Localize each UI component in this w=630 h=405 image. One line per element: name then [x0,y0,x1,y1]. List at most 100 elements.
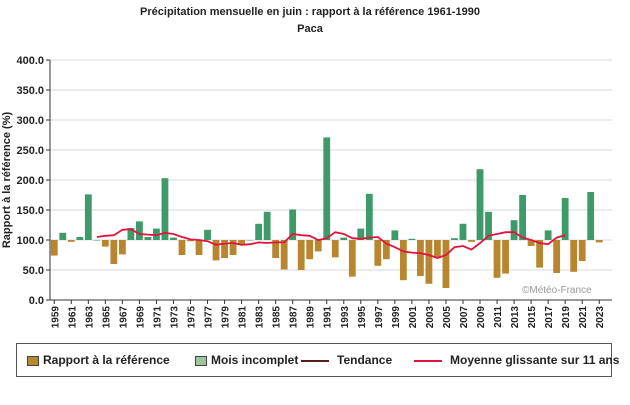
x-tick-label-1961: 1961 [67,306,78,329]
legend-label-incomplet: Mois incomplet [211,353,299,367]
x-tick-label-1965: 1965 [101,306,112,329]
grid-lines [50,59,612,301]
bar-2023 [595,240,603,243]
x-tick-label-2015: 2015 [527,306,538,329]
bar-1970 [144,237,152,240]
bar-1996 [365,193,373,240]
x-tick-label-2021: 2021 [578,306,589,329]
x-tick-label-1969: 1969 [135,306,146,329]
bar-1997 [374,240,382,266]
x-tick-label-1991: 1991 [323,306,334,329]
x-tick-label-1971: 1971 [152,306,163,329]
bar-1984 [263,211,271,240]
x-tick-label-2009: 2009 [476,306,487,329]
bar-2018 [553,240,561,273]
x-tick-label-2017: 2017 [544,306,555,329]
bar-1987 [289,209,297,240]
x-tick-label-1975: 1975 [187,306,198,329]
bar-2001 [408,238,416,240]
bar-2017 [544,230,552,240]
bar-1964 [93,240,101,241]
bar-1990 [314,240,322,252]
x-tick-label-2023: 2023 [595,306,606,329]
y-tick-labels: 0.0 50.0 100.0 150.0 200.0 250.0 300.0 350.0 400… [16,55,50,307]
bar-1985 [272,240,280,258]
x-tick-labels: 1959 1961 1963 1965 1967 1969 1971 1973 1975 1977… [50,300,606,328]
bar-1991 [323,137,331,240]
bar-2012 [502,240,509,274]
bars-group [50,137,603,288]
bar-1978 [212,240,220,261]
y-tick-label-5: 250.0 [16,145,44,157]
bar-2019 [561,198,569,240]
bar-1972 [161,178,169,240]
legend: Rapport à la référence Mois incomplet Te… [16,343,619,377]
bar-1998 [382,240,390,260]
x-tick-label-1959: 1959 [50,306,61,329]
watermark: ©Météo-France [522,285,592,296]
moving-average-line [96,228,566,259]
bar-2010 [485,211,492,240]
x-tick-label-1985: 1985 [272,306,283,329]
bar-1977 [204,229,211,240]
bar-1974 [178,240,186,255]
bar-1976 [195,240,203,255]
bar-2000 [399,240,407,281]
bar-1986 [280,240,288,270]
legend-line-moyenne [414,360,442,362]
legend-label-tendance: Tendance [337,353,393,367]
bar-2005 [442,240,450,288]
x-tick-label-2011: 2011 [493,306,504,328]
legend-swatch-incomplet [195,356,207,366]
bar-1981 [238,240,245,245]
bar-2006 [451,238,458,240]
bar-2003 [425,240,433,284]
x-tick-label-2007: 2007 [459,306,470,329]
x-tick-label-1989: 1989 [306,306,317,329]
legend-label-moyenne: Moyenne glissante sur 11 ans [450,353,620,367]
y-tick-label-2: 100.0 [16,235,44,247]
bar-2002 [417,240,424,276]
bar-2008 [468,240,475,242]
x-tick-label-2013: 2013 [510,306,521,329]
bar-1963 [84,194,92,240]
bar-2021 [578,240,586,261]
bar-1983 [255,223,263,240]
bar-1989 [306,240,314,260]
x-tick-label-1983: 1983 [255,306,266,329]
chart-subtitle: Paca [297,23,324,35]
chart-title: Précipitation mensuelle en juin : rappor… [140,6,480,18]
y-tick-label-1: 50.0 [23,265,44,277]
bar-2014 [519,195,526,240]
bar-2004 [434,240,441,258]
y-axis-label: Rapport à la référence (%) [1,112,13,249]
legend-swatch-rapport [27,356,39,366]
legend-line-tendance [301,360,329,362]
bar-1966 [110,240,118,264]
bar-1965 [101,240,109,247]
bar-1969 [136,221,143,240]
bar-2022 [587,192,595,240]
y-tick-label-8: 400.0 [16,55,44,67]
y-tick-label-0: 0.0 [29,295,44,307]
x-tick-label-2019: 2019 [561,306,572,329]
x-tick-label-1981: 1981 [238,306,249,329]
bar-2015 [527,240,535,246]
x-tick-label-1997: 1997 [374,306,385,329]
bar-2011 [493,240,501,278]
x-tick-label-1995: 1995 [357,306,368,329]
x-tick-label-1967: 1967 [118,306,129,329]
bar-1975 [187,240,194,242]
x-tick-label-1973: 1973 [169,306,180,329]
bar-1979 [221,240,228,258]
bar-1968 [127,228,135,240]
x-tick-label-1999: 1999 [391,306,402,329]
y-tick-label-3: 150.0 [16,205,44,217]
legend-label-rapport: Rapport à la référence [43,353,170,367]
bar-1961 [67,240,75,242]
bar-1982 [246,240,254,241]
bar-1999 [391,230,399,240]
bar-1967 [118,240,126,255]
bar-1980 [229,240,237,255]
x-tick-label-2003: 2003 [425,306,436,329]
